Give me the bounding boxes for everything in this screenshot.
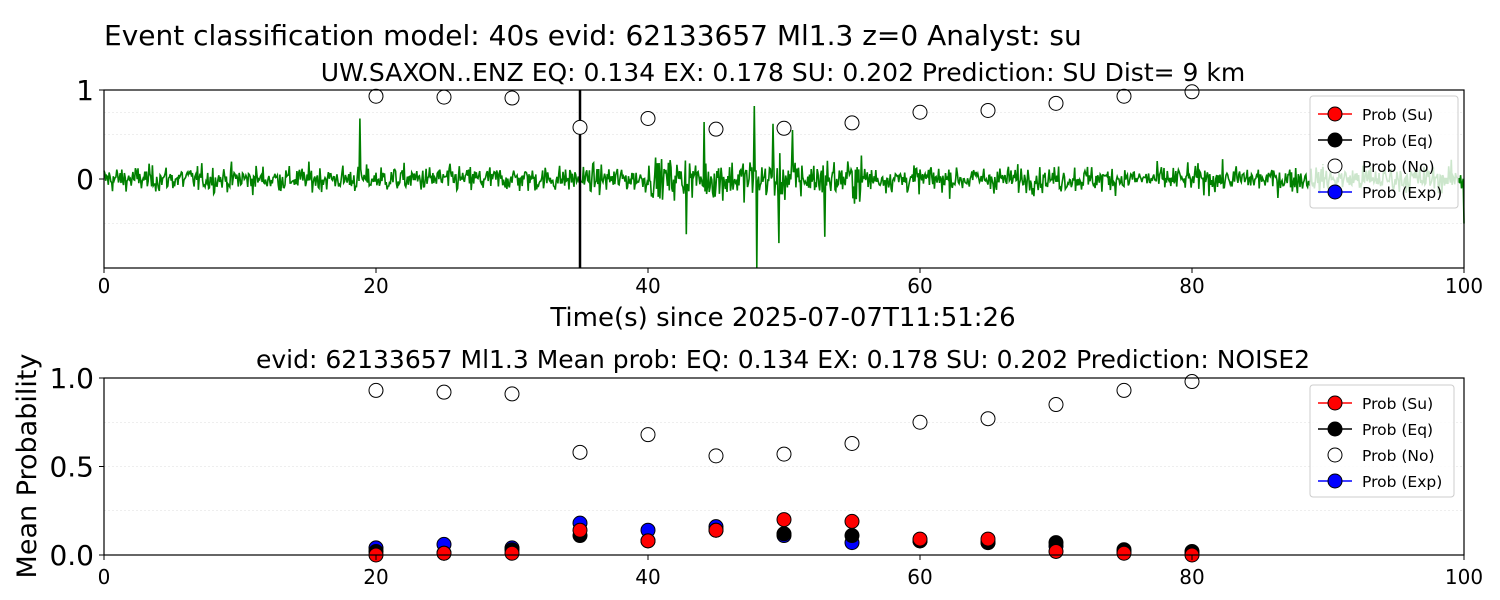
panel1-xtick-label-0: 0 [98, 274, 111, 298]
panel2-ytick-label-1.0: 1.0 [49, 362, 94, 395]
legend-marker-eq [1327, 421, 1343, 437]
panel2-ytick-label-0.0: 0.0 [49, 539, 94, 572]
panel2-point-su-60 [912, 531, 928, 547]
panel2-point-su-70 [1048, 543, 1064, 559]
panel2-point-no-50 [776, 446, 792, 462]
panel2-legend: Prob (Su) Prob (Eq) Prob (No) Prob (Exp) [1309, 384, 1455, 498]
panel1-xtick-label-60: 60 [907, 274, 932, 298]
panel1-point-no-50 [776, 120, 792, 136]
panel2-point-no-60 [912, 414, 928, 430]
panel2-point-no-35 [572, 444, 588, 460]
panel2-point-eq-50 [776, 526, 792, 542]
legend-label-no: Prob (No) [1362, 158, 1435, 176]
legend-label-eq: Prob (Eq) [1362, 132, 1433, 150]
panel2-xtick-label-100: 100 [1445, 565, 1483, 589]
panel2-point-no-65 [980, 411, 996, 427]
panel1-point-no-20 [368, 88, 384, 104]
panel2-point-no-55 [844, 435, 860, 451]
panel2-xtick-label-0: 0 [98, 565, 111, 589]
panel2-ytick-label-0.5: 0.5 [49, 451, 94, 484]
panel2-point-su-45 [708, 522, 724, 538]
panel2-point-su-40 [640, 533, 656, 549]
panel2-y-ticks: 0.0 0.5 1.0 [49, 362, 104, 572]
panel2-point-eq-55 [844, 528, 860, 544]
legend-label-eq: Prob (Eq) [1362, 421, 1433, 439]
legend-marker-su [1327, 395, 1343, 411]
panel2-point-su-30 [504, 545, 520, 561]
panel2-x-ticks: 0 20 40 60 80 100 [98, 555, 1483, 589]
panel2-grid [104, 421, 1464, 512]
panel2-points [368, 374, 1200, 563]
panel1-point-no-65 [980, 102, 996, 118]
waveform [103, 105, 1465, 269]
panel1-xtick-label-20: 20 [363, 274, 388, 298]
panel1-title: UW.SAXON..ENZ EQ: 0.134 EX: 0.178 SU: 0.… [321, 58, 1245, 87]
panel1-point-no-35 [572, 119, 588, 135]
figure-title: Event classification model: 40s evid: 62… [104, 19, 1082, 52]
legend-marker-eq [1327, 132, 1343, 148]
panel2-y-label: Mean Probability [12, 354, 43, 579]
panel1-xtick-label-100: 100 [1445, 274, 1483, 298]
legend-box [1309, 384, 1455, 498]
panel2-point-no-20 [368, 382, 384, 398]
panel2-point-no-75 [1116, 382, 1132, 398]
panel1-point-no-55 [844, 115, 860, 131]
legend-box [1309, 95, 1459, 209]
panel2-title: evid: 62133657 Ml1.3 Mean prob: EQ: 0.13… [256, 345, 1310, 374]
panel2-point-no-40 [640, 427, 656, 443]
panel1-point-no-25 [436, 89, 452, 105]
panel2-point-su-65 [980, 531, 996, 547]
panel2-point-no-80 [1184, 374, 1200, 390]
panel1-point-no-45 [708, 121, 724, 137]
panel1-point-no-70 [1048, 95, 1064, 111]
panel1-y-ticks: 10 [76, 74, 104, 196]
panel1-ytick-label-0: 0 [76, 163, 94, 196]
panel1-points [368, 84, 1200, 137]
panel2-point-su-35 [572, 522, 588, 538]
panel1-xtick-label-80: 80 [1179, 274, 1204, 298]
panel2-xtick-label-60: 60 [907, 565, 932, 589]
panel1-legend: Prob (Su) Prob (Eq) Prob (No) Prob (Exp) [1309, 95, 1459, 209]
panel-mean-probability: evid: 62133657 Ml1.3 Mean prob: EQ: 0.13… [12, 345, 1483, 589]
panel1-point-no-30 [504, 90, 520, 106]
panel1-point-no-40 [640, 110, 656, 126]
panel2-xtick-label-80: 80 [1179, 565, 1204, 589]
legend-label-no: Prob (No) [1362, 447, 1435, 465]
panel1-x-ticks: 0 20 40 60 80 100 [98, 268, 1483, 298]
legend-label-su: Prob (Su) [1362, 395, 1433, 413]
panel-waveform: UW.SAXON..ENZ EQ: 0.134 EX: 0.178 SU: 0.… [76, 58, 1483, 333]
legend-marker-su [1327, 106, 1343, 122]
panel2-point-no-45 [708, 448, 724, 464]
panel2-point-su-25 [436, 545, 452, 561]
panel2-point-no-70 [1048, 397, 1064, 413]
panel2-point-su-50 [776, 512, 792, 528]
panel2-point-su-55 [844, 513, 860, 529]
legend-marker-exp [1327, 473, 1343, 489]
panel2-point-no-30 [504, 386, 520, 402]
panel1-point-no-75 [1116, 88, 1132, 104]
panel2-xtick-label-20: 20 [363, 565, 388, 589]
legend-label-exp: Prob (Exp) [1362, 473, 1442, 491]
legend-marker-no [1327, 158, 1343, 174]
panel1-point-no-80 [1184, 84, 1200, 100]
waveform-trace [103, 105, 1465, 269]
legend-marker-no [1327, 447, 1343, 463]
panel2-point-no-25 [436, 384, 452, 400]
panel1-ytick-label-1: 1 [76, 74, 94, 107]
panel1-xtick-label-40: 40 [635, 274, 660, 298]
legend-label-su: Prob (Su) [1362, 106, 1433, 124]
legend-marker-exp [1327, 184, 1343, 200]
panel1-point-no-60 [912, 104, 928, 120]
panel1-x-label: Time(s) since 2025-07-07T11:51:26 [549, 303, 1015, 333]
legend-label-exp: Prob (Exp) [1362, 184, 1442, 202]
panel2-point-su-75 [1116, 545, 1132, 561]
panel2-xtick-label-40: 40 [635, 565, 660, 589]
